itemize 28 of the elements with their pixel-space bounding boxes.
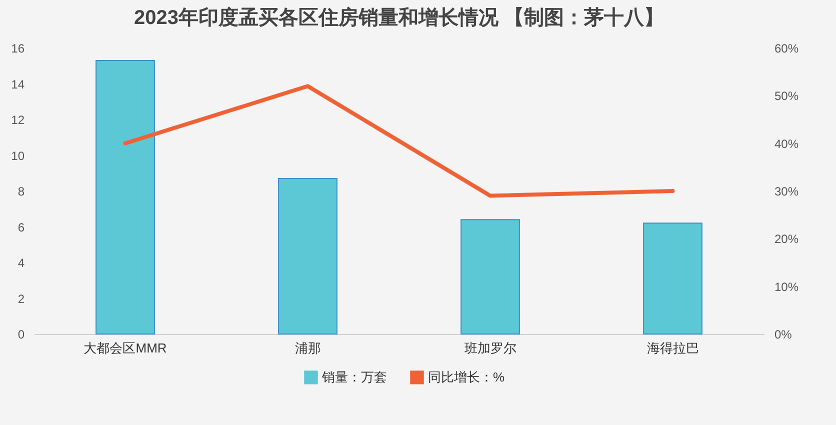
y2-tick-label: 40% [774, 136, 799, 151]
y2-tick-label: 20% [774, 232, 799, 246]
legend-label: 销量：万套 [321, 369, 387, 384]
y-tick-label: 0 [18, 328, 25, 342]
x-tick-label: 浦那 [294, 340, 321, 356]
y-tick-label: 12 [11, 113, 25, 127]
y-tick-label: 6 [18, 220, 25, 234]
line-series [123, 84, 675, 198]
y2-tick-label: 0% [774, 328, 792, 342]
y-tick-label: 16 [11, 42, 25, 56]
y-tick-label: 8 [18, 184, 25, 198]
y-tick-label: 4 [18, 256, 25, 270]
bar [278, 178, 338, 334]
x-tick-label: 大都会区MMR [84, 340, 167, 356]
y-tick-label: 10 [11, 148, 25, 163]
x-tick-label: 班加罗尔 [464, 340, 516, 356]
legend-label: 同比增长：% [428, 369, 505, 384]
bar [96, 60, 155, 334]
bar [643, 222, 702, 334]
y-tick-label: 14 [11, 77, 25, 92]
y-tick-label: 2 [18, 292, 25, 306]
bar [460, 219, 520, 334]
y2-tick-label: 50% [774, 89, 799, 104]
y2-tick-label: 60% [774, 42, 799, 56]
chart-title: 2023年印度孟买各区住房销量和增长情况 【制图：茅十八】 [134, 6, 664, 29]
y2-tick-label: 10% [774, 280, 799, 294]
x-tick-label: 海得拉巴 [646, 340, 699, 356]
y2-tick-label: 30% [774, 184, 799, 198]
